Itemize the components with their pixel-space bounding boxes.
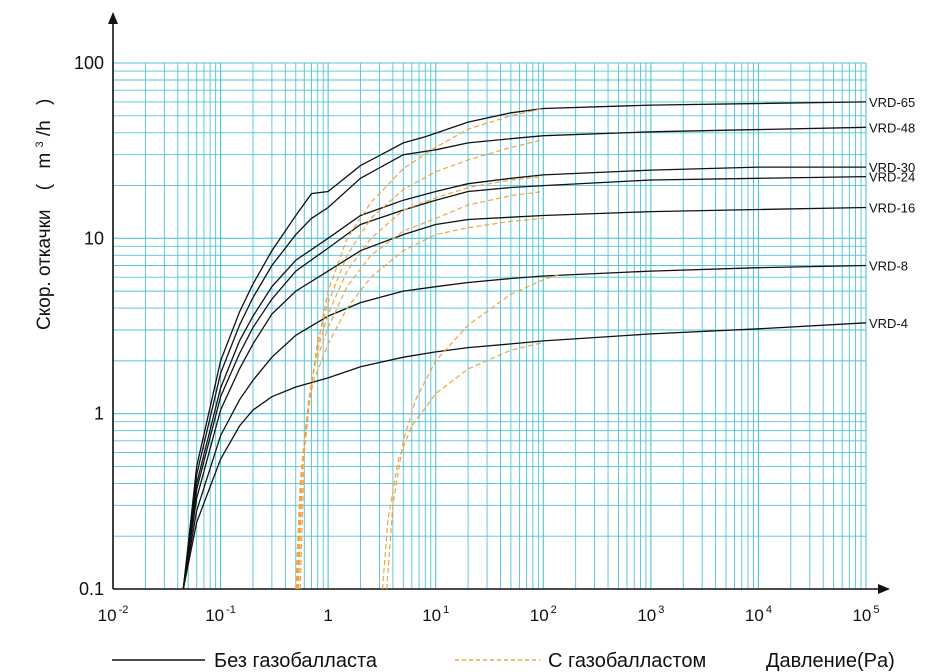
series-line-vrd-24	[182, 175, 867, 590]
legend: Без газобалласта С газобалластом Давлени…	[112, 650, 895, 672]
y-axis-arrow	[108, 12, 118, 24]
x-tick-label: 10 2	[530, 604, 557, 625]
series-line-gas-ballast	[296, 190, 544, 590]
tick-labels: 10 -2 10 -1 1 10 1 10 2 10 3 10 4 10 5 0.1 1 10 100	[74, 53, 880, 625]
x-tick-label: 1	[323, 606, 332, 625]
axes	[108, 12, 890, 594]
x-tick-label: 10 3	[637, 604, 664, 625]
x-axis-label: Давление(Pa)	[766, 650, 895, 672]
series-label: VRD-30	[869, 160, 915, 175]
series-line-vrd-30	[182, 166, 866, 590]
y-axis-unit-h: /h	[34, 120, 55, 136]
y-axis-unit-close: )	[34, 99, 55, 105]
x-tick-label: 10 -2	[98, 604, 129, 625]
y-axis-unit-exp: 3	[34, 141, 46, 147]
x-axis-arrow	[878, 584, 890, 594]
y-axis-label: Скор. откачки ( m 3 /h )	[27, 99, 55, 330]
y-tick-label: 100	[74, 53, 104, 73]
y-axis-unit-m: m	[34, 153, 55, 169]
y-tick-label: 1	[94, 404, 104, 424]
series-lines	[182, 101, 867, 590]
x-tick-label: 10 1	[422, 604, 449, 625]
series-line-gas-ballast	[386, 272, 563, 590]
x-tick-label: 10 -1	[205, 604, 236, 625]
series-line-gas-ballast	[297, 139, 544, 590]
series-label: VRD-48	[869, 120, 915, 135]
series-line-vrd-48	[182, 126, 867, 590]
series-line-gas-ballast	[295, 217, 544, 590]
series-label: VRD-16	[869, 200, 915, 215]
series-label: VRD-8	[869, 258, 908, 273]
series-label: VRD-65	[869, 95, 915, 110]
y-axis-unit-open: (	[34, 183, 55, 190]
series-line-vrd-65	[182, 101, 867, 590]
series-line-vrd-16	[182, 206, 867, 590]
y-axis-label-text: Скор. откачки	[34, 210, 55, 331]
series-line-vrd-8	[182, 264, 867, 590]
series-line-vrd-4	[182, 322, 867, 590]
legend-solid-label: Без газобалласта	[214, 650, 378, 672]
series-line-gas-ballast	[381, 341, 544, 590]
y-tick-label: 10	[84, 228, 104, 248]
grid	[112, 62, 867, 590]
series-label: VRD-24	[869, 170, 915, 185]
x-tick-label: 10 4	[745, 604, 772, 625]
series-label: VRD-4	[869, 316, 908, 331]
legend-dashed-label: С газобалластом	[548, 650, 706, 672]
x-tick-label: 10 5	[852, 604, 879, 625]
y-tick-label: 0.1	[79, 579, 104, 599]
